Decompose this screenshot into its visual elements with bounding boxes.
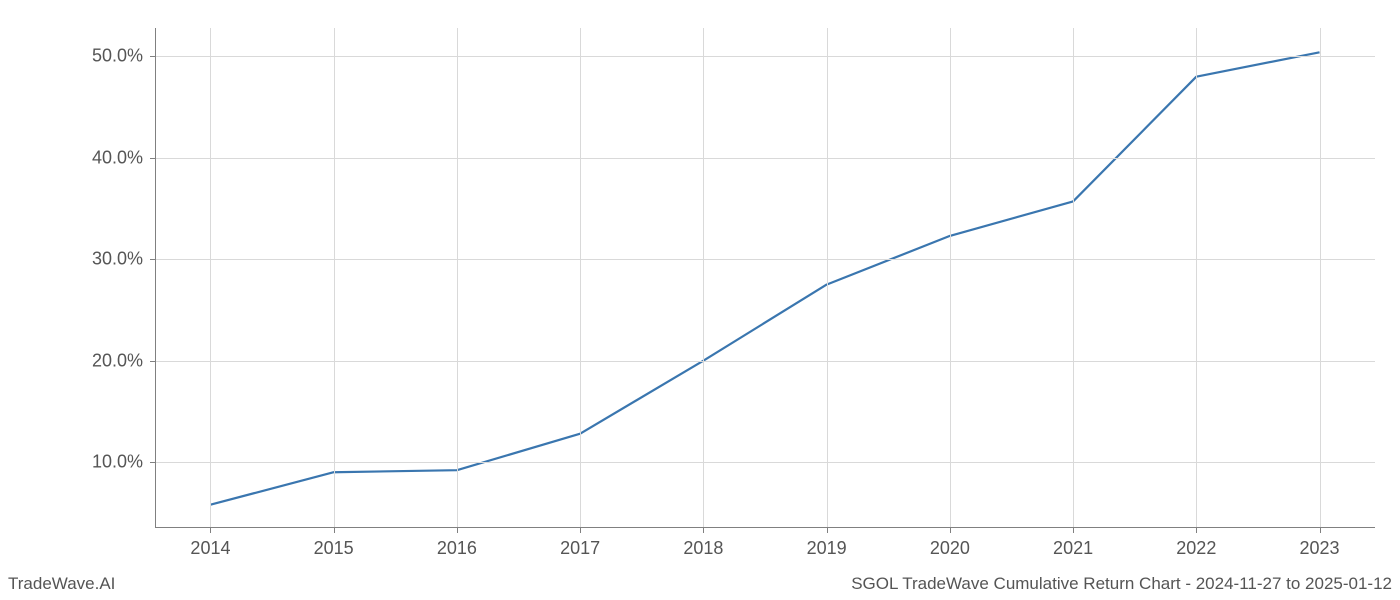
grid-line-vertical: [1073, 28, 1074, 528]
x-tick: [1320, 528, 1321, 533]
y-axis-label: 40.0%: [92, 147, 143, 168]
x-tick: [1196, 528, 1197, 533]
grid-line-vertical: [1320, 28, 1321, 528]
x-tick: [580, 528, 581, 533]
grid-line-vertical: [210, 28, 211, 528]
grid-line-horizontal: [155, 259, 1375, 260]
y-axis-label: 50.0%: [92, 46, 143, 67]
x-axis-label: 2021: [1053, 538, 1093, 559]
grid-line-horizontal: [155, 158, 1375, 159]
grid-line-vertical: [457, 28, 458, 528]
x-tick: [950, 528, 951, 533]
x-axis-label: 2018: [683, 538, 723, 559]
grid-line-vertical: [950, 28, 951, 528]
grid-line-vertical: [580, 28, 581, 528]
x-axis-label: 2017: [560, 538, 600, 559]
y-axis-label: 20.0%: [92, 350, 143, 371]
y-axis-label: 10.0%: [92, 452, 143, 473]
x-axis-label: 2023: [1300, 538, 1340, 559]
plot-area: 2014201520162017201820192020202120222023…: [155, 28, 1375, 528]
x-axis-label: 2019: [807, 538, 847, 559]
axis-spine-left: [155, 28, 156, 528]
x-tick: [827, 528, 828, 533]
grid-line-horizontal: [155, 56, 1375, 57]
x-tick: [210, 528, 211, 533]
grid-line-horizontal: [155, 462, 1375, 463]
grid-line-vertical: [703, 28, 704, 528]
grid-line-vertical: [334, 28, 335, 528]
chart-container: 2014 2015 2016 2017 2018 2019 2020 2021 2022 2023…: [0, 0, 1400, 600]
x-axis-label: 2022: [1176, 538, 1216, 559]
return-line: [210, 52, 1319, 504]
grid-line-horizontal: [155, 361, 1375, 362]
x-axis-label: 2015: [314, 538, 354, 559]
x-tick: [1073, 528, 1074, 533]
footer-brand: TradeWave.AI: [8, 574, 115, 594]
axis-spine-bottom: [155, 527, 1375, 528]
footer-caption: SGOL TradeWave Cumulative Return Chart -…: [851, 574, 1392, 594]
x-axis-label: 2020: [930, 538, 970, 559]
grid-line-vertical: [827, 28, 828, 528]
x-tick: [334, 528, 335, 533]
x-tick: [457, 528, 458, 533]
y-axis-label: 30.0%: [92, 249, 143, 270]
x-axis-label: 2014: [190, 538, 230, 559]
x-tick: [703, 528, 704, 533]
line-chart-svg: [155, 28, 1375, 528]
grid-line-vertical: [1196, 28, 1197, 528]
x-axis-label: 2016: [437, 538, 477, 559]
